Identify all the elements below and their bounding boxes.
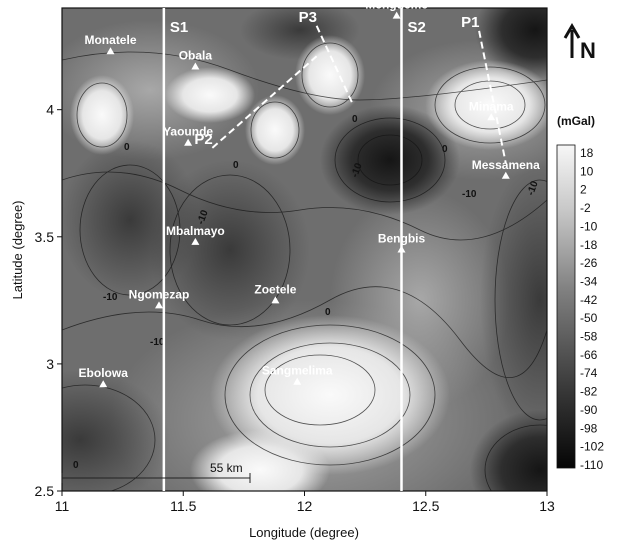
contour-label: 0 xyxy=(325,307,331,318)
place-marker xyxy=(155,301,163,309)
place-label: Zoetele xyxy=(254,282,296,296)
place-marker xyxy=(487,113,496,121)
contour-label: 0 xyxy=(73,460,79,471)
profile-label: P2 xyxy=(194,131,212,148)
scale-bar: 55 km xyxy=(61,461,251,483)
colorbar-tick-label: 18 xyxy=(580,146,594,160)
colorbar-tick-label: -18 xyxy=(580,238,598,252)
colorbar-tick-label: 2 xyxy=(580,183,587,197)
place-label: Mbalmayo xyxy=(166,224,225,238)
colorbar-tick-label: -26 xyxy=(580,256,598,270)
place-marker xyxy=(501,171,510,179)
colorbar-unit: (mGal) xyxy=(557,114,595,128)
profile-lines: P1 P2 P3 xyxy=(194,9,507,164)
colorbar-tick-label: 10 xyxy=(580,164,594,178)
profile-line-p2 xyxy=(211,55,318,149)
scale-label: 55 km xyxy=(210,461,243,475)
x-tick-label: 11.5 xyxy=(170,498,196,514)
place-markers: Monatele Obala Yaounde Mengueme Minama Messam… xyxy=(79,0,540,388)
colorbar-tick-label: -42 xyxy=(580,293,598,307)
colorbar-tick-label: -50 xyxy=(580,311,598,325)
profile-line-p3 xyxy=(315,25,354,106)
profile-label: P3 xyxy=(299,9,317,26)
place-marker xyxy=(184,138,193,146)
x-axis-title: Longitude (degree) xyxy=(249,525,359,540)
section-label: S1 xyxy=(170,19,188,36)
profile-line-p1 xyxy=(478,30,507,164)
contour-label: -10 xyxy=(462,189,477,200)
colorbar-tick-label: -58 xyxy=(580,330,598,344)
map-field xyxy=(62,8,547,491)
colorbar-tick-label: -2 xyxy=(580,201,591,215)
y-tick-label: 3.5 xyxy=(35,229,55,245)
place-marker xyxy=(191,237,200,245)
colorbar-tick-label: -82 xyxy=(580,385,598,399)
north-arrow-icon xyxy=(563,23,581,58)
contour-label: -10 xyxy=(525,179,540,197)
colorbar-tick-label: -10 xyxy=(580,219,598,233)
place-marker xyxy=(271,296,280,304)
place-label: Obala xyxy=(179,48,213,62)
place-label: Bengbis xyxy=(378,232,426,246)
contour-label: -10 xyxy=(103,292,118,303)
colorbar-tick-label: -90 xyxy=(580,403,598,417)
x-axis: 11 11.5 12 12.5 13 xyxy=(55,491,555,514)
place-marker xyxy=(99,380,108,388)
x-tick-label: 12 xyxy=(297,498,313,514)
place-marker xyxy=(397,245,406,253)
north-label: N xyxy=(580,38,596,63)
colorbar-tick-label: -66 xyxy=(580,348,598,362)
y-axis-title: Latitude (degree) xyxy=(10,200,25,299)
contour-label: 0 xyxy=(124,142,130,153)
contour-label: -10 xyxy=(349,161,364,179)
profile-label: P1 xyxy=(461,14,479,31)
place-marker xyxy=(293,377,302,385)
place-label: Minama xyxy=(469,99,514,113)
section-label: S2 xyxy=(408,19,426,36)
place-label: Sangmelima xyxy=(262,364,333,378)
place-label: Yaounde xyxy=(163,125,213,139)
place-label: Ngomezap xyxy=(129,287,190,301)
colorbar-tick-label: -98 xyxy=(580,421,598,435)
place-marker xyxy=(392,11,401,19)
x-tick-label: 11 xyxy=(55,498,70,514)
place-label: Messamena xyxy=(472,158,540,172)
colorbar-tick-label: -102 xyxy=(580,440,604,454)
place-marker xyxy=(106,47,115,55)
contour-label: -10 xyxy=(150,337,165,348)
colorbar: (mGal) 18 10 2 -2 -10 -18 -26 -34 -42 -50 -58 -66 -7… xyxy=(556,114,604,472)
contour-labels: 0 0 0 0 -10 -10 -10 -10 -10 -10 0 0 xyxy=(73,114,541,471)
y-tick-label: 2.5 xyxy=(35,483,55,499)
y-tick-label: 4 xyxy=(46,102,54,118)
contour-label: -10 xyxy=(195,208,210,226)
place-label: Mengueme xyxy=(365,0,428,12)
place-label: Monatele xyxy=(84,33,136,47)
colorbar-tick-label: -34 xyxy=(580,274,598,288)
place-marker xyxy=(191,62,200,70)
x-tick-label: 13 xyxy=(539,498,555,514)
colorbar-ramp xyxy=(556,144,576,469)
x-tick-label: 12.5 xyxy=(412,498,439,514)
north-arrow: N xyxy=(563,23,596,63)
place-label: Ebolowa xyxy=(79,366,129,380)
y-axis: 2.5 3 3.5 4 xyxy=(35,102,62,499)
contour-label: 0 xyxy=(233,160,239,171)
colorbar-tick-label: -110 xyxy=(580,458,603,472)
contour-label: 0 xyxy=(442,144,448,155)
contour-label: 0 xyxy=(352,114,358,125)
y-tick-label: 3 xyxy=(46,356,54,372)
colorbar-tick-label: -74 xyxy=(580,366,598,380)
colorbar-ticks: 18 10 2 -2 -10 -18 -26 -34 -42 -50 -58 -66 -74 -82 -90… xyxy=(580,146,604,472)
